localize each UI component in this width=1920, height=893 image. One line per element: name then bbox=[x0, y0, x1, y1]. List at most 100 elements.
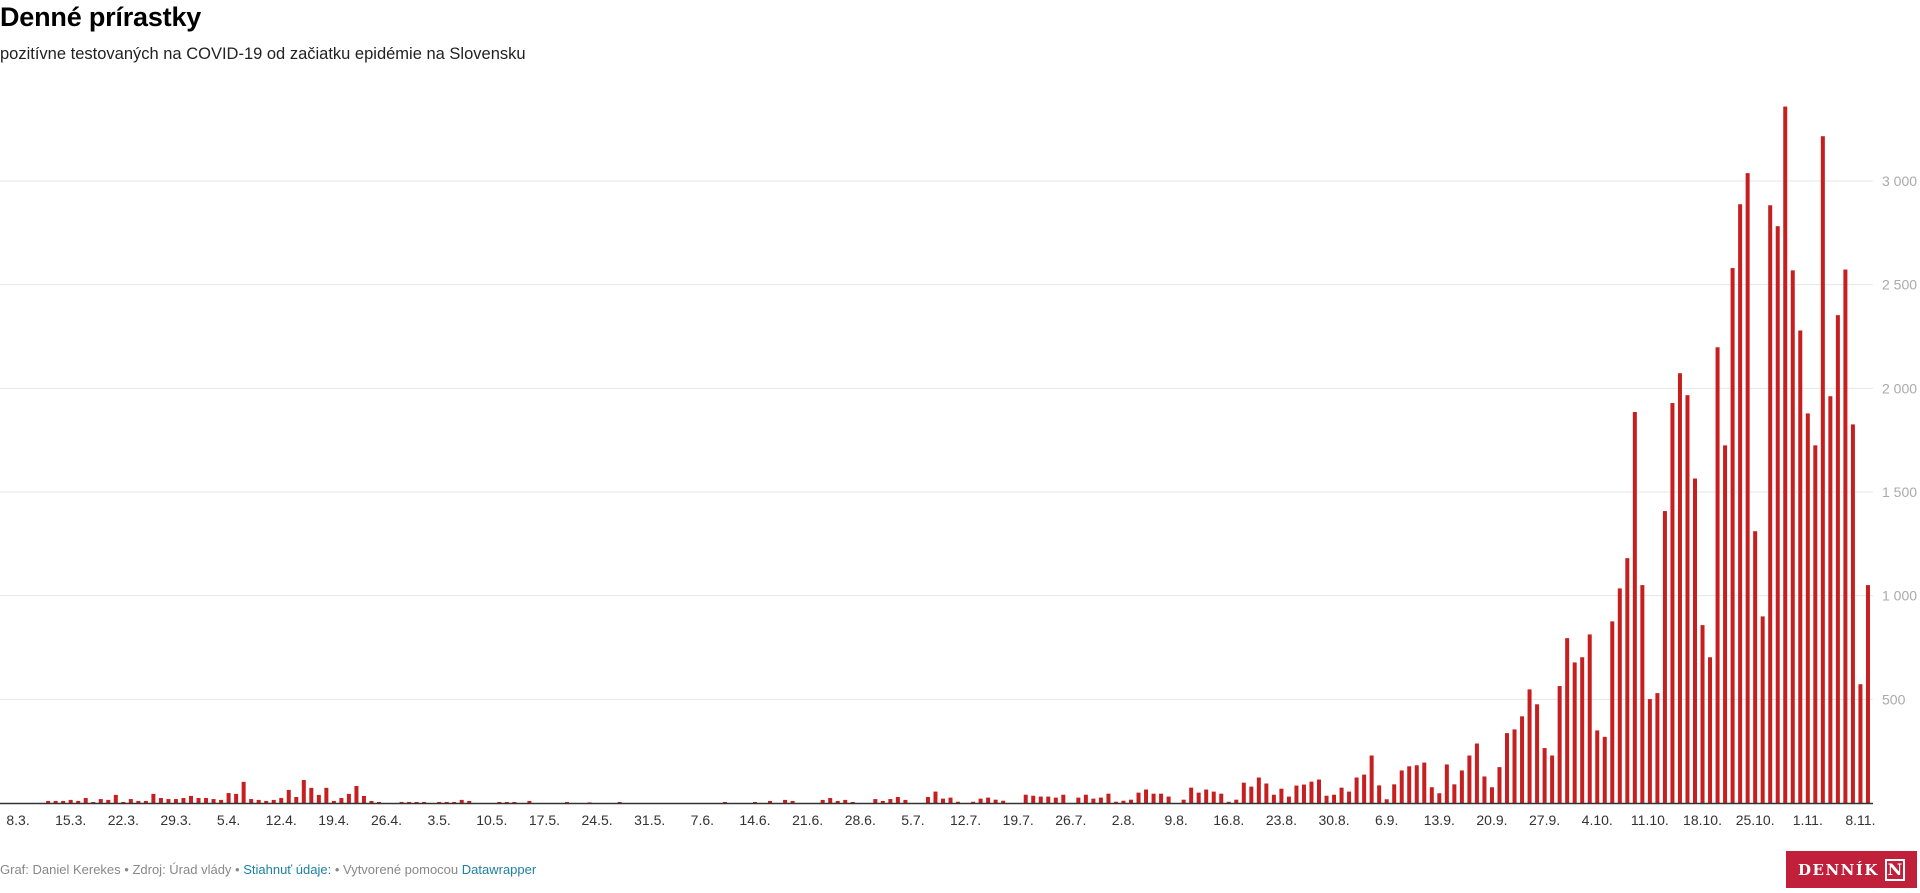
separator: • bbox=[231, 862, 244, 877]
bar bbox=[1640, 585, 1645, 803]
bar bbox=[1474, 743, 1479, 803]
separator: • bbox=[331, 862, 343, 877]
bar bbox=[249, 799, 254, 803]
x-tick-label: 12.7. bbox=[950, 812, 981, 828]
bar bbox=[768, 800, 773, 803]
bar bbox=[1422, 762, 1427, 803]
bar bbox=[1362, 774, 1367, 803]
x-tick-label: 22.3. bbox=[108, 812, 139, 828]
x-tick-label: 28.6. bbox=[845, 812, 876, 828]
bar bbox=[1452, 784, 1457, 803]
x-tick-label: 7.6. bbox=[691, 812, 714, 828]
footer: Graf: Daniel Kerekes • Zdroj: Úrad vlády… bbox=[0, 862, 536, 877]
bar bbox=[1557, 686, 1562, 803]
x-tick-label: 27.9. bbox=[1529, 812, 1560, 828]
bar bbox=[1505, 733, 1509, 803]
x-tick-label: 11.10. bbox=[1631, 812, 1669, 828]
bar bbox=[993, 799, 998, 803]
bar bbox=[1708, 657, 1713, 803]
bar bbox=[143, 800, 148, 803]
y-tick-label: 500 bbox=[1882, 691, 1906, 707]
bar bbox=[196, 798, 201, 803]
logo-n-icon: N bbox=[1884, 858, 1905, 881]
x-tick-label: 26.7. bbox=[1055, 812, 1086, 828]
bar bbox=[1061, 794, 1066, 803]
logo-text: DENNÍK bbox=[1798, 860, 1879, 879]
bar bbox=[241, 781, 246, 803]
bar bbox=[1865, 585, 1870, 803]
bar bbox=[166, 799, 171, 803]
bar bbox=[1798, 330, 1803, 803]
bar bbox=[286, 789, 291, 803]
x-tick-label: 19.7. bbox=[1003, 812, 1034, 828]
bar bbox=[399, 801, 404, 803]
bar bbox=[1632, 411, 1637, 803]
x-tick-label: 19.4. bbox=[318, 812, 349, 828]
bar bbox=[880, 800, 885, 803]
bar bbox=[1294, 785, 1299, 803]
dennik-n-logo[interactable]: DENNÍK N bbox=[1786, 851, 1917, 888]
x-tick-label: 23.8. bbox=[1266, 812, 1297, 828]
bar bbox=[1166, 796, 1171, 803]
bar bbox=[971, 801, 976, 803]
bar bbox=[753, 801, 757, 803]
bar bbox=[1181, 799, 1186, 803]
bar bbox=[1753, 531, 1758, 803]
bar bbox=[1407, 766, 1412, 803]
bar bbox=[339, 798, 344, 803]
bar bbox=[1347, 791, 1352, 803]
bar bbox=[181, 798, 186, 803]
bar bbox=[1850, 424, 1855, 803]
bar bbox=[1369, 755, 1374, 803]
bar bbox=[279, 798, 284, 803]
credit: Graf: Daniel Kerekes bbox=[0, 862, 121, 877]
y-axis-labels: 500 1 000 1 500 2 000 2 500 3 000 bbox=[1882, 173, 1917, 707]
bar bbox=[309, 787, 314, 803]
bar bbox=[256, 799, 261, 803]
bar bbox=[226, 793, 231, 803]
bar bbox=[452, 801, 457, 803]
bar bbox=[1241, 782, 1246, 803]
bar bbox=[1647, 699, 1652, 803]
x-tick-label: 24.5. bbox=[582, 812, 613, 828]
bar bbox=[1414, 765, 1419, 803]
bar bbox=[121, 801, 126, 803]
bar bbox=[1497, 767, 1502, 803]
bar bbox=[722, 801, 727, 803]
bar bbox=[1144, 789, 1149, 803]
bar bbox=[1196, 792, 1201, 803]
bar bbox=[1023, 794, 1028, 803]
bar bbox=[1053, 797, 1058, 803]
bar bbox=[1031, 795, 1036, 803]
bar bbox=[828, 798, 833, 803]
bar bbox=[978, 798, 983, 803]
bar bbox=[158, 798, 163, 803]
bar bbox=[1587, 634, 1592, 803]
bar bbox=[1038, 796, 1043, 803]
datawrapper-link[interactable]: Datawrapper bbox=[461, 862, 537, 877]
x-tick-label: 20.9. bbox=[1476, 812, 1507, 828]
bar bbox=[1256, 777, 1261, 803]
bar bbox=[820, 799, 825, 803]
bar bbox=[1655, 693, 1660, 803]
bar bbox=[1677, 373, 1682, 803]
bar bbox=[422, 801, 427, 803]
x-tick-label: 5.4. bbox=[217, 812, 240, 828]
bar bbox=[504, 801, 509, 803]
x-tick-label: 17.5. bbox=[529, 812, 560, 828]
bar bbox=[1670, 403, 1675, 803]
bar bbox=[1377, 785, 1382, 803]
bar bbox=[1399, 770, 1404, 803]
bar bbox=[1001, 800, 1006, 803]
bar bbox=[587, 802, 592, 803]
bar bbox=[1211, 791, 1216, 803]
bar bbox=[377, 801, 381, 803]
bar bbox=[783, 799, 788, 803]
chart-subtitle: pozitívne testovaných na COVID-19 od zač… bbox=[0, 45, 526, 63]
x-tick-label: 18.10. bbox=[1683, 812, 1722, 828]
download-data-link[interactable]: Stiahnuť údaje: bbox=[243, 862, 332, 877]
bar bbox=[1760, 616, 1765, 803]
bar bbox=[301, 779, 306, 803]
bar bbox=[925, 796, 930, 803]
bar bbox=[1738, 204, 1743, 804]
